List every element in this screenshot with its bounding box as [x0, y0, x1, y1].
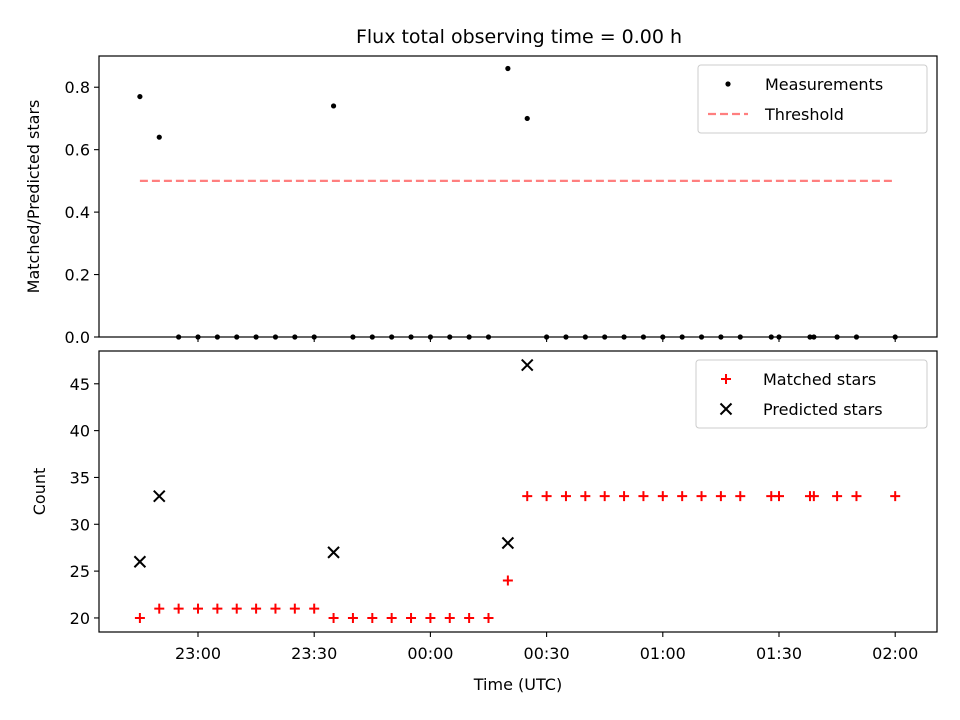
ratio-y-tick-label: 0.2	[65, 266, 90, 285]
x-axis-label: Time (UTC)	[473, 675, 562, 694]
matched-star-point	[134, 612, 145, 623]
matched-star-point	[154, 603, 165, 614]
chart-title: Flux total observing time = 0.00 h	[356, 26, 682, 48]
measurement-point	[330, 103, 337, 109]
matched-star-point	[386, 612, 397, 623]
matched-star-point	[289, 603, 300, 614]
predicted-star-point	[153, 489, 166, 503]
matched-star-point	[270, 603, 281, 614]
x-tick-label: 23:30	[291, 644, 337, 663]
matched-star-point	[541, 491, 552, 502]
legend-entry-label: Predicted stars	[763, 400, 883, 419]
measurement-point	[505, 65, 511, 72]
count-y-tick-label: 20	[70, 609, 90, 628]
matched-star-point	[173, 603, 184, 614]
ratio-y-tick-label: 0.0	[65, 328, 90, 347]
x-tick-label: 02:00	[872, 644, 918, 663]
matched-star-point	[212, 603, 223, 614]
matched-star-point	[580, 491, 591, 502]
x-tick-label: 01:00	[640, 644, 686, 663]
matched-star-point	[425, 612, 436, 623]
matched-star-point	[444, 612, 455, 623]
matched-star-point	[638, 491, 649, 502]
matched-star-point	[715, 491, 726, 502]
measurement-point	[156, 134, 162, 140]
predicted-star-point	[133, 555, 147, 568]
count-y-tick-label: 25	[70, 562, 90, 581]
count-legend: Matched stars Predicted stars	[695, 359, 928, 429]
legend-dot-swatch	[725, 81, 731, 87]
count-panel-frame	[98, 350, 938, 633]
matched-star-point	[808, 491, 819, 502]
legend-entry-label: Matched stars	[763, 370, 876, 389]
measurement-point	[524, 115, 530, 122]
predicted-star-point	[521, 358, 534, 372]
matched-star-point	[464, 612, 475, 623]
matched-star-point	[677, 491, 688, 502]
matched-star-point	[735, 491, 746, 502]
matched-star-point	[619, 491, 630, 502]
count-y-axis-label: Count	[30, 468, 49, 516]
count-y-tick-label: 45	[70, 375, 90, 394]
matched-star-point	[890, 491, 901, 502]
ratio-panel: 0.00.20.40.60.8 Matched/Predicted stars …	[24, 55, 938, 347]
legend-entry-label: Threshold	[764, 105, 844, 124]
ratio-y-tick-label: 0.8	[65, 78, 90, 97]
matched-star-point	[347, 612, 358, 623]
legend-plus-swatch	[721, 374, 731, 384]
count-panel: 20 25 30 35 40 45 23:00 23:30 00:00 00:30 01:00 01…	[30, 350, 938, 694]
predicted-star-point	[327, 546, 340, 559]
matched-star-point	[832, 491, 843, 502]
matched-star-point	[309, 603, 320, 614]
matched-star-point	[774, 491, 784, 502]
x-tick-label: 01:30	[756, 644, 802, 663]
matched-star-point	[522, 491, 533, 502]
matched-star-point	[483, 612, 494, 623]
matched-star-point	[328, 612, 339, 623]
matched-star-point	[231, 603, 242, 614]
ratio-legend: Measurements Threshold	[697, 64, 928, 134]
matched-star-point	[251, 603, 262, 614]
legend-entry-label: Measurements	[765, 75, 883, 94]
matched-star-point	[657, 491, 668, 502]
ratio-legend-box	[697, 64, 928, 134]
measurement-point	[137, 93, 143, 100]
x-tick-label: 00:00	[407, 644, 453, 663]
matched-star-point	[367, 612, 378, 623]
count-y-tick-label: 30	[70, 515, 90, 534]
matched-star-point	[560, 491, 571, 502]
matched-star-point	[851, 491, 862, 502]
matched-star-point	[193, 603, 203, 614]
matched-star-point	[696, 491, 707, 502]
matched-star-point	[502, 575, 513, 586]
count-legend-box	[695, 359, 928, 429]
count-y-tick-label: 40	[70, 422, 90, 441]
matched-star-point	[406, 612, 417, 623]
matched-star-point	[599, 491, 610, 502]
x-tick-label: 00:30	[524, 644, 570, 663]
ratio-y-axis-label: Matched/Predicted stars	[24, 100, 43, 294]
x-tick-label: 23:00	[175, 644, 221, 663]
ratio-y-tick-label: 0.4	[65, 203, 90, 222]
ratio-y-tick-label: 0.6	[65, 141, 90, 160]
ratio-panel-frame	[98, 55, 938, 338]
count-y-tick-label: 35	[70, 468, 90, 487]
legend-x-swatch	[719, 402, 733, 416]
predicted-star-point	[501, 536, 515, 550]
